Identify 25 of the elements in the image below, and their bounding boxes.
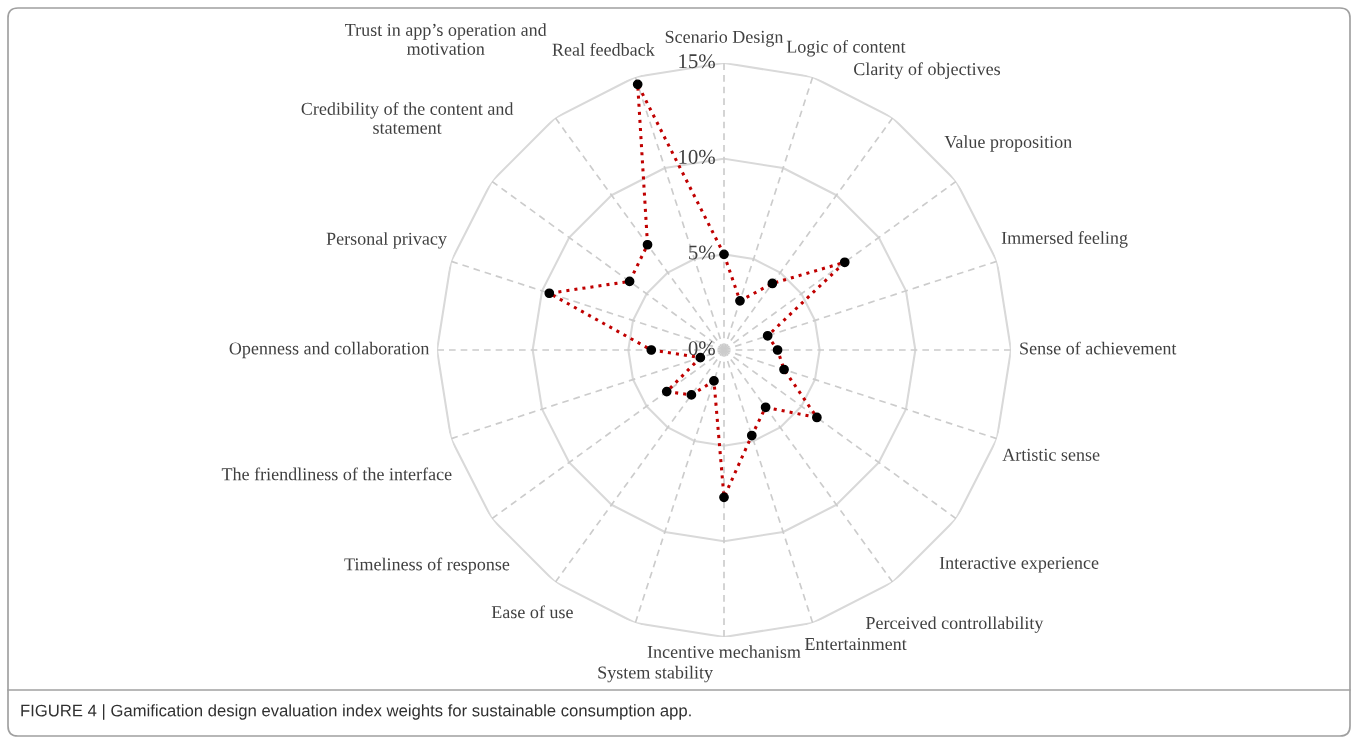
spoke-label: Trust in app’s operation and motivation: [345, 23, 547, 55]
spoke-label: System stability: [598, 665, 713, 683]
spoke-label: Scenario Design: [665, 30, 784, 47]
spoke-label: Artistic sense: [1002, 448, 1100, 461]
spoke-label: Credibility of the content and statement: [301, 102, 514, 134]
y-tick-label: 15%: [679, 54, 715, 69]
spoke-label: The friendliness of the interface: [221, 467, 452, 481]
spoke-label: Entertainment: [804, 637, 907, 651]
spoke-label: Perceived controllability: [865, 616, 1044, 633]
y-tick-label: 5%: [689, 245, 715, 260]
spoke-label: Real feedback: [552, 42, 655, 56]
spoke-label: Sense of achievement: [1020, 341, 1177, 355]
spoke-label: Ease of use: [491, 605, 573, 619]
y-tick-label: 0%: [688, 341, 715, 356]
spoke-label: Value proposition: [944, 135, 1072, 152]
spoke-label: Incentive mechanism: [647, 645, 801, 659]
spoke-label: Interactive experience: [939, 556, 1099, 573]
spoke-label: Timeliness of response: [344, 557, 510, 575]
spoke-label: Personal privacy: [326, 232, 447, 249]
spoke-label: Openness and collaboration: [229, 341, 430, 359]
spoke-label: Immersed feeling: [1001, 231, 1128, 248]
y-tick-label: 10%: [679, 149, 715, 164]
caption: FIGURE 4 | Gamification design evaluation index weights for sustainable consumption app.: [21, 704, 691, 720]
spoke-label: Logic of content: [786, 39, 906, 57]
spoke-label: Clarity of objectives: [854, 62, 1001, 79]
